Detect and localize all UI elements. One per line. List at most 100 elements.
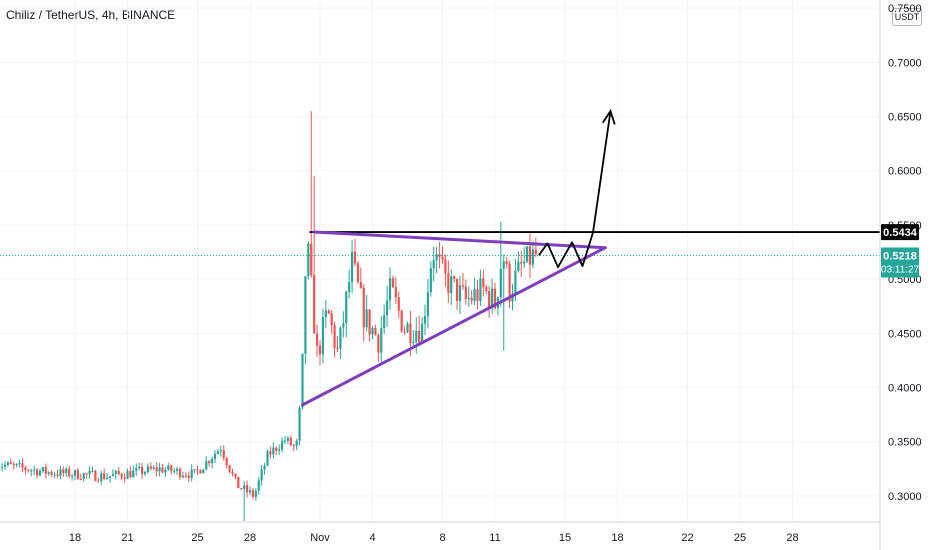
candle [418, 315, 421, 346]
candle-body [441, 256, 444, 260]
candle-body [348, 282, 351, 293]
candle-body [6, 462, 10, 465]
candle [143, 470, 147, 477]
candle [505, 257, 508, 269]
candle-body [350, 251, 354, 283]
candle [219, 445, 222, 457]
candle [432, 246, 435, 282]
candle [499, 221, 502, 307]
candle-body [199, 470, 202, 474]
candle [94, 469, 97, 482]
candle-body [50, 472, 53, 475]
candle [152, 464, 155, 470]
candle-body [120, 474, 123, 478]
triangle-lower-line[interactable] [301, 246, 607, 407]
candle [15, 463, 18, 468]
candle [240, 487, 243, 491]
candle [205, 455, 208, 471]
time-tick-label: 21 [121, 532, 133, 544]
candle-body [18, 463, 21, 465]
candle [447, 260, 450, 303]
candle [117, 467, 120, 476]
candle-body [41, 467, 45, 472]
price-tick-label: 0.3000 [888, 491, 922, 503]
candle-body [461, 285, 465, 287]
triangle-upper-line[interactable] [312, 230, 607, 250]
candle-body [245, 485, 249, 493]
candle [56, 469, 59, 479]
time-tick-label: 18 [69, 532, 81, 544]
candle-body [100, 473, 103, 482]
candle-body [426, 292, 430, 317]
candle-body [126, 471, 129, 479]
currency-unit-badge[interactable]: USDT [892, 8, 922, 26]
candle-body [213, 454, 217, 459]
price-tick-label: 0.3500 [888, 437, 922, 449]
candle [441, 246, 444, 264]
candle-body [292, 445, 295, 447]
candle [307, 240, 310, 280]
candle-body [56, 474, 59, 476]
candle [301, 353, 304, 410]
candle [6, 461, 10, 467]
candle [523, 246, 526, 268]
candle [394, 277, 397, 304]
candle-body [24, 467, 27, 471]
candle [33, 465, 36, 476]
candle-body [149, 466, 152, 469]
candle-body [429, 268, 432, 293]
candle [473, 277, 476, 306]
candle [388, 267, 392, 310]
candle-body [356, 263, 360, 283]
projection-path[interactable] [538, 110, 612, 269]
candle-body [342, 323, 345, 328]
candle-body [38, 471, 42, 476]
candle [108, 476, 112, 483]
candle [269, 446, 272, 459]
candle [420, 317, 424, 344]
candle [62, 466, 65, 477]
candle [362, 283, 365, 342]
candle [231, 468, 234, 477]
candle-body [365, 309, 368, 328]
candle [292, 443, 295, 452]
candle-body [196, 469, 199, 471]
candle [173, 467, 176, 474]
candle [202, 469, 205, 474]
candle [438, 241, 441, 269]
time-tick-label: 22 [681, 532, 693, 544]
candle [275, 446, 278, 456]
candle-body [353, 251, 357, 264]
candle [193, 469, 196, 474]
candle [196, 465, 199, 476]
candle-body [394, 287, 397, 298]
candle-body [187, 475, 190, 478]
candle [53, 471, 56, 479]
candle [225, 456, 228, 469]
time-tick-label: 8 [439, 532, 445, 544]
candle [140, 462, 144, 479]
candle-body [76, 470, 80, 479]
time-tick-label: 11 [489, 532, 500, 544]
candle-body [412, 341, 415, 344]
time-tick-label: 28 [786, 532, 798, 544]
candle [391, 275, 395, 289]
candle-body [85, 473, 88, 475]
candle [149, 462, 152, 471]
grid [0, 0, 880, 522]
candle [208, 459, 211, 467]
candle [30, 468, 33, 477]
candle-body [243, 485, 246, 489]
candle [245, 480, 249, 498]
candle [528, 233, 532, 279]
candle-body [35, 469, 39, 476]
candle [266, 449, 269, 467]
candle-body [289, 437, 292, 446]
candle-body [257, 480, 260, 491]
candle [97, 477, 100, 483]
candle [18, 459, 21, 468]
candle-body [374, 327, 377, 335]
candle-body [129, 471, 132, 478]
candle [100, 470, 103, 485]
